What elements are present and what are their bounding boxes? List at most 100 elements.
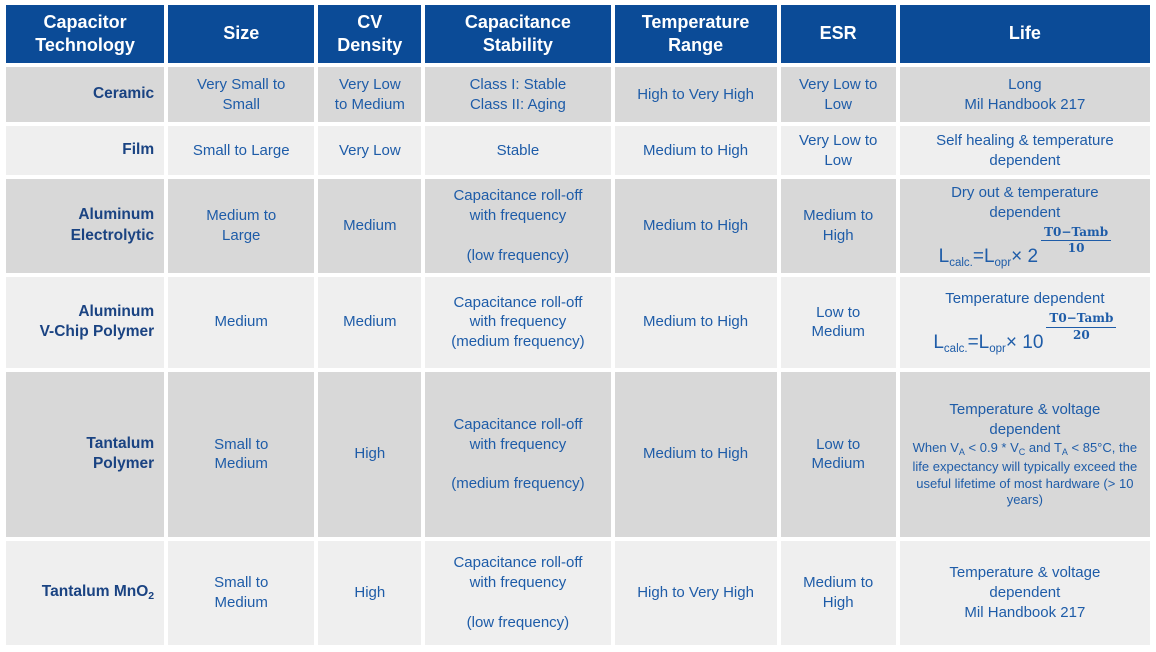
cv-density-cell: High bbox=[318, 540, 422, 645]
row-tantalum-mno2: Tantalum MnO2 Small to Medium High Capac… bbox=[6, 540, 1150, 645]
tech-label: Tantalum Polymer bbox=[86, 434, 155, 473]
header-row: Capacitor Technology Size CV Density Cap… bbox=[6, 5, 1150, 63]
formula-subscript: opr bbox=[994, 256, 1012, 269]
cell-text: Very Low bbox=[338, 141, 401, 159]
formula-subscript: calc. bbox=[949, 256, 973, 269]
esr-cell: Low to Medium bbox=[780, 371, 896, 537]
cv-density-cell: Very Low bbox=[318, 126, 422, 175]
cell-text: Low to Medium bbox=[811, 435, 865, 473]
column-header-capacitance-stability: Capacitance Stability bbox=[425, 5, 611, 63]
cell-text: Medium to High bbox=[803, 574, 874, 611]
row-ceramic: Ceramic Very Small to Small Very Low to … bbox=[6, 67, 1150, 122]
cell-text: Medium to High bbox=[643, 141, 749, 159]
tech-label: Aluminum V-Chip Polymer bbox=[39, 302, 155, 341]
cell-text: Small to Medium bbox=[214, 574, 269, 611]
size-cell: Medium bbox=[168, 276, 315, 368]
cell-text: Class I: Stable Class II: Aging bbox=[469, 75, 567, 113]
formula-symbol: =L bbox=[967, 331, 990, 353]
temp-range-cell: High to Very High bbox=[614, 67, 777, 122]
cell-text: Self healing & temperature dependent bbox=[936, 131, 1114, 169]
cell-text: Very Low to Low bbox=[798, 75, 878, 113]
cell-text: Small to Medium bbox=[214, 435, 269, 473]
tech-label: Tantalum MnO bbox=[41, 582, 149, 600]
note-text: When V bbox=[912, 440, 959, 456]
cell-text: Medium to High bbox=[643, 217, 749, 235]
cell-text: Medium to High bbox=[643, 445, 749, 463]
esr-cell: Low to Medium bbox=[780, 276, 896, 368]
column-header-size: Size bbox=[168, 5, 315, 63]
note-text: < 0.9 * V bbox=[964, 440, 1019, 456]
esr-cell: Medium to High bbox=[780, 179, 896, 273]
formula-symbol: L bbox=[938, 245, 950, 267]
tech-cell: Film bbox=[6, 126, 165, 175]
stability-cell: Capacitance roll-off with frequency (med… bbox=[425, 371, 611, 537]
size-cell: Medium to Large bbox=[168, 179, 315, 273]
formula-symbol: × 2 bbox=[1011, 245, 1039, 267]
stability-cell: Capacitance roll-off with frequency (low… bbox=[425, 179, 611, 273]
column-header-life: Life bbox=[899, 5, 1150, 63]
cell-text: Medium bbox=[343, 217, 397, 235]
life-title: Temperature & voltage dependent bbox=[949, 400, 1101, 438]
header-label: Life bbox=[1008, 23, 1041, 44]
cell-text: High to Very High bbox=[637, 583, 754, 601]
cell-text: Capacitance roll-off with frequency (low… bbox=[453, 554, 583, 631]
esr-cell: Very Low to Low bbox=[780, 67, 896, 122]
fraction-numerator: T0−Tamb bbox=[1041, 225, 1112, 242]
life-note: When VA < 0.9 * VC and TA < 85°C, the li… bbox=[905, 440, 1145, 508]
cell-text: Temperature & voltage dependent Mil Hand… bbox=[949, 564, 1101, 621]
tech-cell: Aluminum Electrolytic bbox=[6, 179, 165, 273]
stability-cell: Capacitance roll-off with frequency (low… bbox=[425, 540, 611, 645]
note-subscript: A bbox=[1061, 447, 1068, 458]
temp-range-cell: Medium to High bbox=[614, 371, 777, 537]
column-header-cv-density: CV Density bbox=[318, 5, 422, 63]
tech-label-subscript: 2 bbox=[148, 589, 155, 602]
column-header-esr: ESR bbox=[780, 5, 896, 63]
tech-label: Ceramic bbox=[92, 85, 155, 103]
row-tantalum-polymer: Tantalum Polymer Small to Medium High Ca… bbox=[6, 371, 1150, 537]
stability-cell: Capacitance roll-off with frequency (med… bbox=[425, 276, 611, 368]
cell-text: High bbox=[354, 445, 386, 463]
life-cell: Temperature dependent Lcalc.=Lopr× 10 T0−… bbox=[899, 276, 1150, 368]
note-subscript: A bbox=[958, 447, 965, 458]
tech-cell: Tantalum Polymer bbox=[6, 371, 165, 537]
fraction-denominator: 20 bbox=[1073, 327, 1090, 342]
formula-subscript: opr bbox=[989, 342, 1006, 355]
life-title: Temperature dependent bbox=[945, 290, 1105, 308]
cell-text: Stable bbox=[496, 141, 540, 159]
temp-range-cell: Medium to High bbox=[614, 179, 777, 273]
cell-text: High to Very High bbox=[637, 85, 754, 103]
size-cell: Small to Medium bbox=[168, 371, 315, 537]
header-label: Capacitance Stability bbox=[464, 11, 571, 55]
row-aluminum-electrolytic: Aluminum Electrolytic Medium to Large Me… bbox=[6, 179, 1150, 273]
note-text: and T bbox=[1025, 440, 1062, 456]
header-label: Size bbox=[223, 23, 260, 44]
cv-density-cell: High bbox=[318, 371, 422, 537]
tech-label: Aluminum Electrolytic bbox=[70, 206, 155, 244]
formula-symbol: =L bbox=[972, 245, 995, 267]
esr-cell: Medium to High bbox=[780, 540, 896, 645]
cell-text: Medium to High bbox=[803, 207, 874, 244]
note-text: < 85°C, the life expectancy will typical… bbox=[912, 440, 1138, 508]
cell-text: Small to Large bbox=[192, 141, 290, 159]
life-cell: Dry out & temperature dependent Lcalc.=L… bbox=[899, 179, 1150, 273]
cell-text: Low to Medium bbox=[811, 303, 865, 341]
esr-cell: Very Low to Low bbox=[780, 126, 896, 175]
fraction-denominator: 10 bbox=[1067, 241, 1085, 256]
cell-text: Medium to High bbox=[643, 313, 749, 331]
cv-density-cell: Medium bbox=[318, 276, 422, 368]
cell-text: Very Low to Low bbox=[798, 131, 878, 169]
cell-text: Medium bbox=[214, 313, 268, 331]
cv-density-cell: Medium bbox=[318, 179, 422, 273]
fraction-numerator: T0−Tamb bbox=[1046, 311, 1117, 328]
cell-text: Very Small to Small bbox=[197, 75, 286, 113]
tech-cell: Ceramic bbox=[6, 67, 165, 122]
life-cell: Temperature & voltage dependent When VA … bbox=[899, 371, 1150, 537]
temp-range-cell: Medium to High bbox=[614, 276, 777, 368]
temp-range-cell: Medium to High bbox=[614, 126, 777, 175]
stability-cell: Class I: Stable Class II: Aging bbox=[425, 67, 611, 122]
header-label: Capacitor Technology bbox=[35, 11, 135, 55]
cell-text: Medium to Large bbox=[206, 207, 277, 244]
formula-symbol: L bbox=[933, 331, 944, 353]
tech-cell: Tantalum MnO2 bbox=[6, 540, 165, 645]
